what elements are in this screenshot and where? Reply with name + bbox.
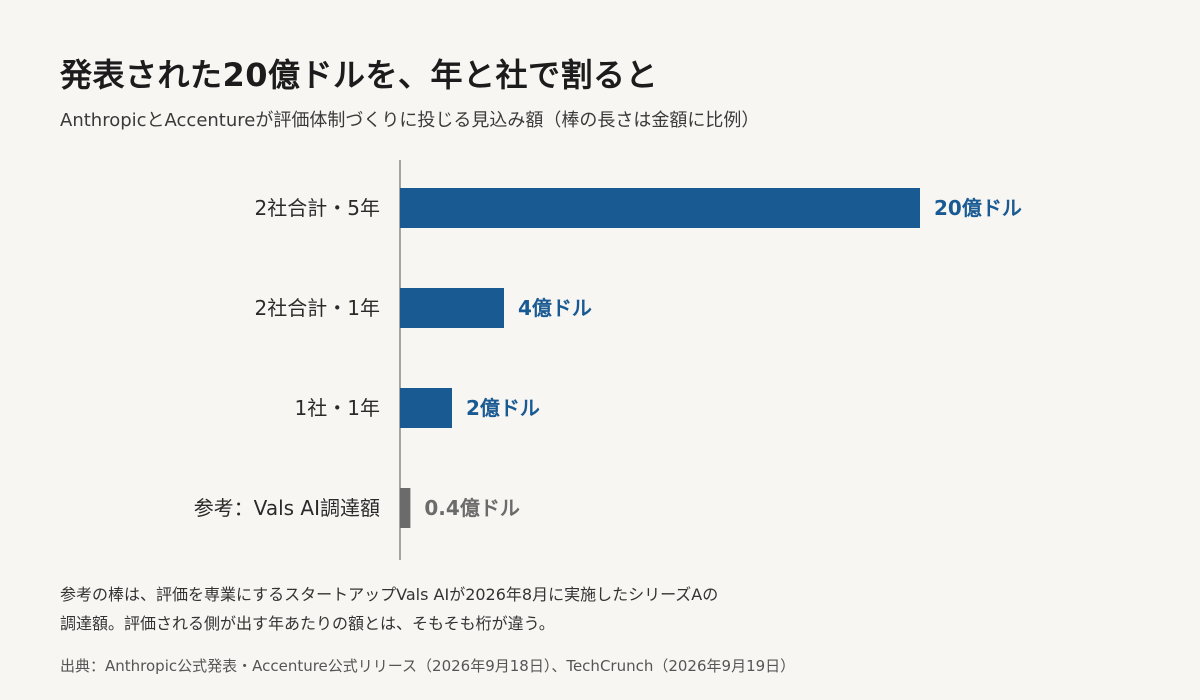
value-label: 4億ドル (518, 296, 592, 320)
footnote-line-1: 参考の棒は、評価を専業にするスタートアップVals AIが2026年8月に実施し… (60, 585, 719, 604)
value-label: 2億ドル (466, 396, 540, 420)
category-label: 2社合計・5年 (255, 196, 380, 220)
category-label: 参考：Vals AI調達額 (194, 496, 380, 520)
bar (400, 388, 452, 428)
category-label: 1社・1年 (295, 396, 380, 420)
value-label: 0.4億ドル (424, 496, 519, 520)
footnote: 参考の棒は、評価を専業にするスタートアップVals AIが2026年8月に実施し… (60, 580, 840, 638)
bar (400, 288, 504, 328)
footnote-line-2: 調達額。評価される側が出す年あたりの額とは、そもそも桁が違う。 (60, 614, 555, 633)
source-credit: 出典：Anthropic公式発表・Accenture公式リリース（2026年9月… (60, 657, 796, 675)
bar (400, 188, 920, 228)
bar (400, 488, 411, 528)
chart-title: 発表された20億ドルを、年と社で割ると (60, 56, 659, 94)
chart-subtitle: AnthropicとAccentureが評価体制づくりに投じる見込み額（棒の長さ… (60, 110, 760, 131)
value-label: 20億ドル (934, 196, 1022, 220)
category-label: 2社合計・1年 (255, 296, 380, 320)
